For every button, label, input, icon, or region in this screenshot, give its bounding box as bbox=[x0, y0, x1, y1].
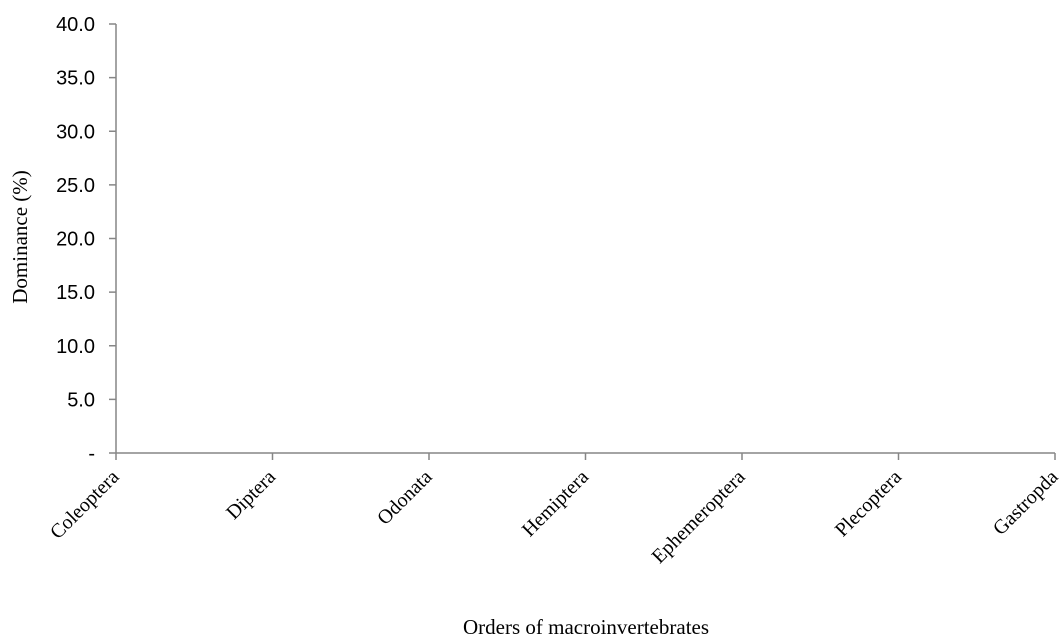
x-axis: Coleoptera Diptera Odonata Hemiptera Ephemer… bbox=[46, 452, 1063, 568]
x-tick-label: Plecoptera bbox=[831, 466, 906, 541]
y-tick-label: 35.0 bbox=[56, 68, 95, 90]
y-tick-label: 25.0 bbox=[56, 175, 95, 197]
x-tick-label: Gastropda bbox=[989, 466, 1063, 540]
x-tick-label: Odonata bbox=[373, 466, 437, 530]
y-ticks: - 5.0 10.0 15.0 20.0 25.0 30.0 35.0 40.0 bbox=[56, 14, 116, 465]
x-tick-label: Diptera bbox=[222, 466, 280, 524]
y-tick-label: - bbox=[88, 443, 95, 465]
x-ticks: Coleoptera Diptera Odonata Hemiptera Ephemer… bbox=[46, 453, 1063, 568]
y-tick-label: 5.0 bbox=[67, 389, 95, 411]
x-axis-title: Orders of macroinvertebrates bbox=[463, 615, 709, 639]
y-tick-label: 20.0 bbox=[56, 229, 95, 251]
y-tick-label: 40.0 bbox=[56, 14, 95, 36]
y-axis-title: Dominance (%) bbox=[8, 170, 32, 304]
y-tick-label: 30.0 bbox=[56, 121, 95, 143]
y-axis: - 5.0 10.0 15.0 20.0 25.0 30.0 35.0 40.0 bbox=[56, 14, 117, 465]
x-tick-label: Coleoptera bbox=[46, 466, 124, 544]
y-tick-label: 10.0 bbox=[56, 336, 95, 358]
x-tick-label: Ephemeroptera bbox=[648, 466, 750, 568]
y-tick-label: 15.0 bbox=[56, 282, 95, 304]
x-tick-label: Hemiptera bbox=[518, 466, 593, 541]
